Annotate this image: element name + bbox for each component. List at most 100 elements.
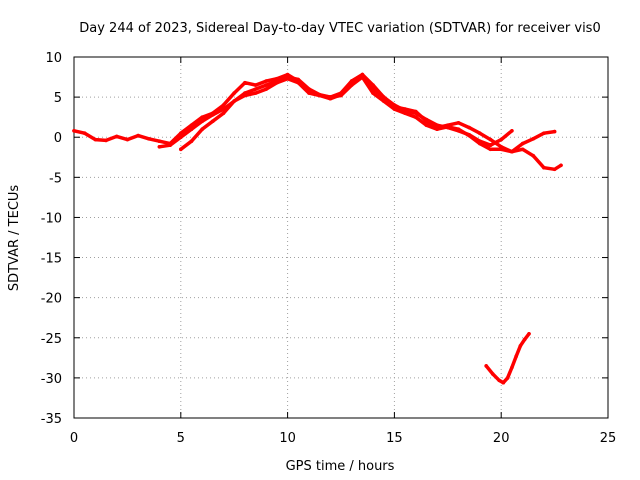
- data-point-track-b: [552, 167, 557, 172]
- data-point-track-b: [392, 107, 397, 111]
- y-tick-label: -35: [41, 412, 62, 427]
- data-point-track-a: [136, 133, 140, 138]
- y-tick-label: -20: [41, 292, 62, 307]
- data-point-track-b: [520, 147, 525, 152]
- data-point-track-outlier: [490, 372, 495, 376]
- data-point-track-c: [349, 79, 354, 83]
- data-point-track-b: [381, 99, 386, 103]
- data-point-track-c: [179, 147, 183, 152]
- data-point-track-c: [371, 87, 375, 91]
- series-line-track-c: [179, 72, 514, 152]
- data-point-track-outlier: [514, 354, 518, 359]
- data-point-track-a: [114, 134, 119, 139]
- series-line-track-b: [157, 75, 563, 172]
- data-point-track-c: [264, 87, 269, 91]
- data-point-track-b: [189, 127, 194, 131]
- data-point-track-a: [93, 137, 98, 142]
- data-point-track-a: [200, 115, 204, 119]
- data-point-track-b: [559, 163, 563, 168]
- data-point-track-c: [392, 103, 397, 107]
- x-tick-label: 15: [386, 431, 403, 446]
- data-point-track-b: [531, 153, 535, 158]
- data-point-track-b: [510, 149, 514, 154]
- data-point-track-c: [435, 123, 439, 127]
- data-point-track-b: [253, 87, 258, 91]
- data-point-track-c: [285, 76, 290, 81]
- data-point-track-c: [275, 80, 279, 85]
- data-point-track-c: [328, 96, 333, 101]
- data-point-track-c: [403, 108, 407, 113]
- data-point-track-b: [200, 119, 204, 123]
- data-point-track-b: [435, 127, 439, 131]
- data-point-track-c: [317, 93, 322, 98]
- y-tick-label: -15: [41, 252, 62, 267]
- data-point-track-b: [157, 145, 162, 149]
- series-line-track-outlier: [484, 332, 531, 385]
- data-point-track-outlier: [522, 337, 527, 342]
- data-point-track-a: [147, 137, 151, 141]
- data-point-track-c: [381, 95, 386, 99]
- data-point-track-c: [424, 117, 429, 122]
- data-point-track-a: [72, 129, 76, 133]
- data-point-track-a: [243, 80, 247, 85]
- data-point-track-c: [456, 129, 461, 133]
- data-point-track-a: [488, 137, 493, 142]
- data-point-track-c: [200, 127, 204, 131]
- data-point-track-c: [339, 92, 343, 97]
- data-point-track-c: [499, 137, 504, 142]
- data-point-track-c: [307, 91, 311, 95]
- data-point-track-b: [296, 77, 301, 82]
- data-point-track-a: [253, 83, 258, 87]
- series-line-track-a: [72, 72, 557, 154]
- data-point-track-outlier: [505, 376, 510, 380]
- y-tick-label: -10: [41, 211, 62, 226]
- x-tick-label: 25: [600, 431, 617, 446]
- data-point-track-b: [168, 143, 172, 147]
- data-point-track-c: [243, 93, 247, 98]
- data-point-track-outlier: [501, 380, 506, 385]
- data-point-track-a: [125, 137, 130, 142]
- data-point-track-a: [264, 79, 269, 83]
- data-point-track-a: [467, 125, 472, 130]
- data-point-track-b: [211, 113, 215, 117]
- data-point-track-c: [253, 91, 258, 95]
- y-tick-label: 10: [45, 51, 62, 66]
- y-tick-label: -30: [41, 372, 62, 387]
- data-point-track-a: [478, 131, 482, 135]
- data-point-track-b: [424, 123, 429, 127]
- data-point-track-outlier: [527, 332, 531, 336]
- data-point-track-b: [179, 135, 183, 139]
- data-point-track-a: [104, 138, 108, 143]
- y-axis-ticks: -35 -30 -25 -20 -15 -10 -5 0 5 10: [41, 51, 608, 427]
- grid: [74, 57, 608, 418]
- data-point-track-outlier: [484, 364, 489, 368]
- data-point-track-c: [446, 125, 450, 130]
- data-point-track-a: [285, 72, 290, 77]
- data-point-track-c: [360, 72, 365, 77]
- x-tick-label: 20: [493, 431, 510, 446]
- data-point-track-a: [456, 121, 461, 125]
- data-point-track-c: [296, 80, 301, 85]
- y-tick-label: -5: [49, 171, 62, 186]
- data-point-track-a: [232, 91, 236, 95]
- x-axis-ticks: 0 5 10 15 20 25: [70, 57, 616, 446]
- data-point-track-a: [221, 103, 226, 107]
- y-axis-label: SDTVAR / TECUs: [7, 185, 22, 292]
- data-point-track-b: [542, 165, 546, 170]
- data-point-track-c: [414, 111, 418, 115]
- x-tick-label: 0: [70, 431, 78, 446]
- x-axis-label: GPS time / hours: [286, 459, 395, 474]
- data-point-track-a: [189, 123, 194, 127]
- data-point-track-a: [520, 141, 525, 146]
- data-point-track-a: [552, 129, 557, 134]
- data-point-track-c: [189, 139, 194, 143]
- data-point-track-c: [478, 139, 482, 143]
- data-point-track-b: [414, 115, 418, 119]
- data-point-track-a: [542, 131, 546, 135]
- data-point-track-outlier: [510, 365, 514, 370]
- data-point-track-c: [467, 133, 472, 137]
- y-tick-label: 0: [54, 131, 62, 146]
- data-point-track-b: [371, 91, 375, 95]
- data-point-track-b: [499, 147, 504, 152]
- data-point-track-c: [232, 99, 236, 103]
